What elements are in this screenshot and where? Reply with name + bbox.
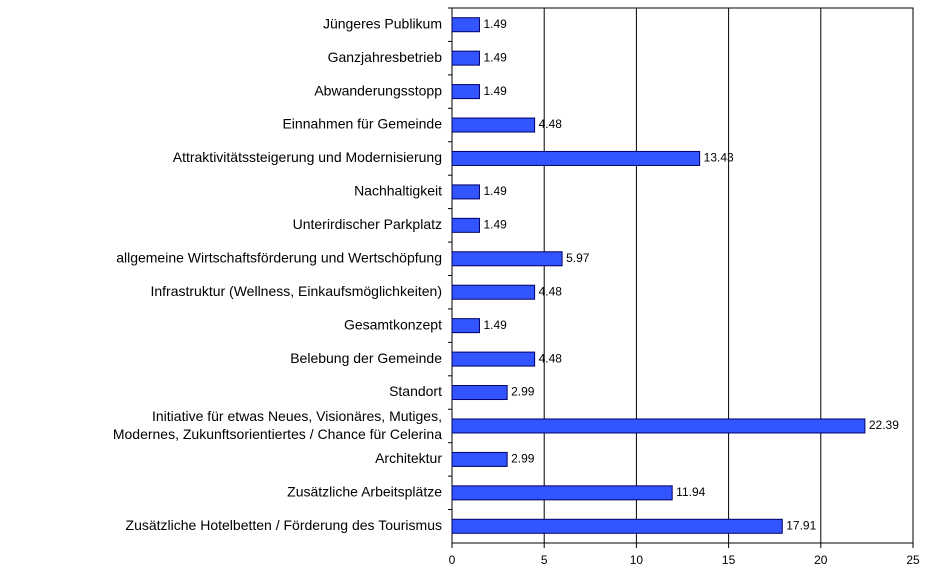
- data-label: 1.49: [483, 50, 507, 64]
- data-label: 2.99: [511, 385, 535, 399]
- bar: [451, 50, 480, 66]
- data-label: 1.49: [483, 84, 507, 98]
- x-tick-label: 20: [814, 553, 828, 567]
- y-tick-label: Attraktivitätssteigerung und Modernisier…: [173, 149, 442, 165]
- data-label: 1.49: [483, 184, 507, 198]
- y-tick-label: Unterirdischer Parkplatz: [293, 216, 442, 232]
- y-tick-label: Initiative für etwas Neues, Visionäres, …: [113, 408, 442, 442]
- data-label: 22.39: [869, 418, 899, 432]
- bar: [451, 518, 783, 534]
- bar: [451, 418, 866, 434]
- bar: [451, 485, 673, 501]
- x-tick-label: 10: [630, 553, 644, 567]
- y-tick-label: Zusätzliche Hotelbetten / Förderung des …: [126, 517, 442, 533]
- x-tick-label: 0: [449, 553, 456, 567]
- y-tick-label: Gesamtkonzept: [344, 316, 442, 332]
- data-label: 11.94: [676, 485, 705, 499]
- bar: [451, 251, 563, 267]
- data-label: 5.97: [566, 251, 590, 265]
- x-tick-label: 25: [906, 553, 920, 567]
- y-tick-label: Standort: [389, 383, 442, 399]
- y-tick-label: Nachhaltigkeit: [354, 183, 442, 199]
- data-label: 4.48: [539, 351, 563, 365]
- bar: [451, 351, 536, 367]
- y-tick-label: Belebung der Gemeinde: [290, 350, 442, 366]
- data-label: 17.91: [786, 518, 816, 532]
- bar: [451, 17, 480, 33]
- bar: [451, 385, 508, 401]
- data-label: 1.49: [483, 17, 507, 31]
- y-tick-label: Zusätzliche Arbeitsplätze: [287, 484, 442, 500]
- y-tick-label: Jüngeres Publikum: [323, 15, 442, 31]
- y-tick-label: Architektur: [375, 450, 442, 466]
- data-label: 1.49: [483, 218, 507, 232]
- x-tick-label: 5: [541, 553, 548, 567]
- x-tick-label: 15: [722, 553, 736, 567]
- bar: [451, 150, 701, 166]
- data-label: 4.48: [539, 117, 563, 131]
- y-tick-label: Infrastruktur (Wellness, Einkaufsmöglich…: [150, 283, 442, 299]
- y-tick-label: Ganzjahresbetrieb: [328, 49, 443, 65]
- data-label: 13.43: [704, 151, 734, 165]
- bar: [451, 318, 480, 334]
- bar: [451, 117, 536, 133]
- bar: [451, 184, 480, 200]
- y-tick-label: allgemeine Wirtschaftsförderung und Wert…: [116, 249, 442, 265]
- bar: [451, 451, 508, 467]
- bar: [451, 217, 480, 233]
- data-label: 4.48: [539, 284, 563, 298]
- y-tick-label: Abwanderungsstopp: [314, 82, 442, 98]
- data-label: 1.49: [483, 318, 507, 332]
- data-label: 2.99: [511, 452, 535, 466]
- bar: [451, 284, 536, 300]
- y-tick-label: Einnahmen für Gemeinde: [282, 116, 442, 132]
- bar: [451, 84, 480, 100]
